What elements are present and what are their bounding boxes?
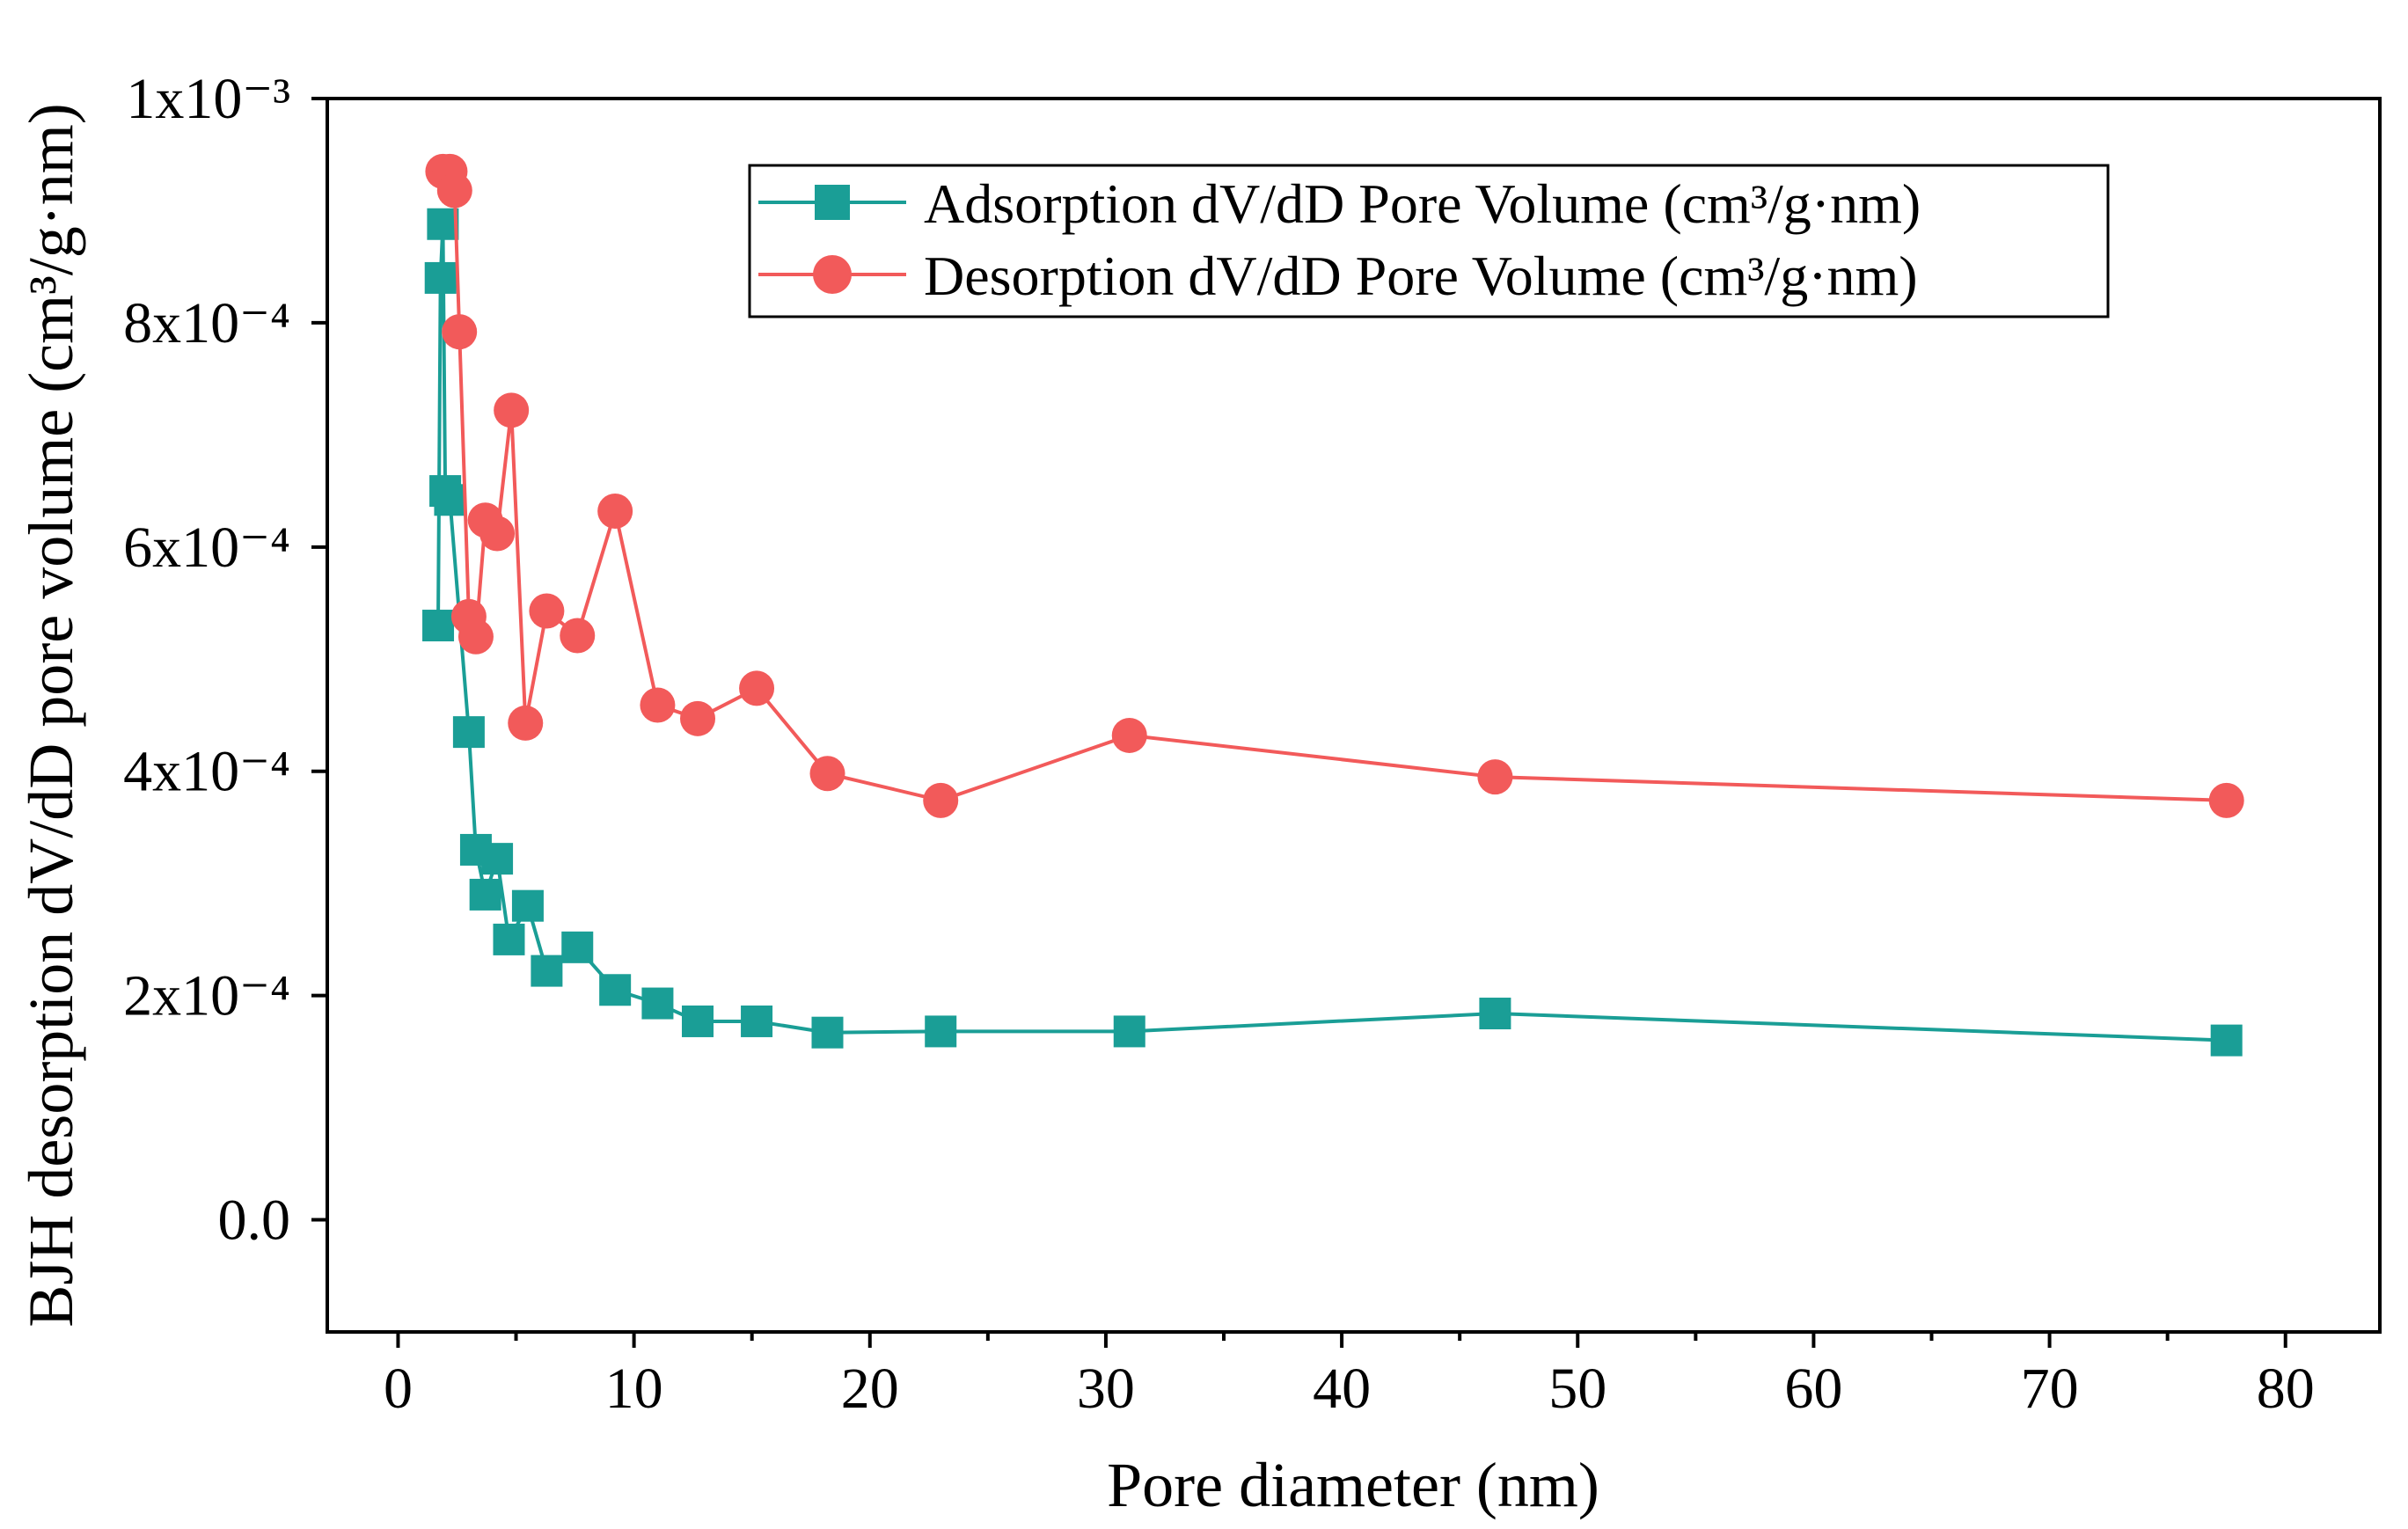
legend-marker-desorption <box>813 255 852 294</box>
data-point-desorption <box>442 314 478 350</box>
x-tick-label: 70 <box>2021 1357 2079 1421</box>
legend-marker-adsorption <box>815 185 850 220</box>
data-point-adsorption <box>1113 1015 1145 1048</box>
data-point-adsorption <box>481 843 514 875</box>
data-point-desorption <box>508 705 544 741</box>
x-tick-label: 30 <box>1077 1357 1135 1421</box>
data-point-adsorption <box>434 484 466 516</box>
y-tick-label: 2x10⁻⁴ <box>123 964 290 1028</box>
data-point-desorption <box>560 618 596 654</box>
data-point-adsorption <box>682 1005 714 1037</box>
x-axis-label: Pore diameter (nm) <box>1107 1450 1599 1520</box>
x-tick-label: 50 <box>1548 1357 1607 1421</box>
data-point-desorption <box>2208 782 2244 818</box>
data-point-desorption <box>457 618 494 655</box>
data-point-adsorption <box>641 987 674 1020</box>
x-tick-label: 60 <box>1784 1357 1842 1421</box>
data-point-desorption <box>739 670 775 706</box>
data-point-desorption <box>640 687 676 723</box>
data-point-desorption <box>597 494 633 530</box>
legend-label-adsorption: Adsorption dV/dD Pore Volume (cm³/g·nm) <box>924 172 1921 235</box>
data-point-adsorption <box>511 889 544 922</box>
y-tick-label: 0.0 <box>218 1189 291 1253</box>
series-layer <box>422 153 2244 1057</box>
x-tick-label: 80 <box>2257 1357 2315 1421</box>
y-axis-label: BJH desorption dV/dD pore volume (cm³/g·… <box>16 103 86 1327</box>
data-point-desorption <box>529 593 565 629</box>
data-point-adsorption <box>469 878 501 911</box>
data-point-desorption <box>1111 717 1147 753</box>
data-point-adsorption <box>2210 1024 2243 1057</box>
data-point-adsorption <box>599 974 632 1006</box>
data-point-desorption <box>436 172 472 208</box>
x-tick-label: 20 <box>841 1357 899 1421</box>
y-tick-label: 1x10⁻³ <box>126 67 290 131</box>
data-point-adsorption <box>424 261 457 294</box>
x-tick-label: 10 <box>605 1357 663 1421</box>
data-point-adsorption <box>452 716 485 749</box>
legend: Adsorption dV/dD Pore Volume (cm³/g·nm) … <box>748 164 2110 318</box>
data-point-desorption <box>680 700 716 736</box>
y-axis: 0.0 2x10⁻⁴ 4x10⁻⁴ 6x10⁻⁴ 8x10⁻⁴ 1x10⁻³ <box>123 67 327 1253</box>
y-tick-label: 8x10⁻⁴ <box>123 291 290 355</box>
data-point-adsorption <box>1479 998 1511 1030</box>
plot-frame <box>326 97 2382 1334</box>
data-point-desorption <box>1477 759 1513 795</box>
x-axis: 0 10 20 30 40 50 60 70 80 <box>384 1332 2315 1421</box>
data-point-desorption <box>923 782 959 818</box>
y-tick-label: 4x10⁻⁴ <box>123 740 290 804</box>
data-point-adsorption <box>493 923 525 955</box>
x-tick-label: 0 <box>384 1357 413 1421</box>
legend-box <box>748 164 2110 318</box>
data-point-adsorption <box>531 955 563 987</box>
data-point-adsorption <box>427 208 459 240</box>
data-point-adsorption <box>561 931 594 963</box>
data-point-desorption <box>809 756 845 792</box>
data-point-adsorption <box>811 1016 844 1049</box>
data-point-desorption <box>479 516 516 552</box>
y-tick-label: 6x10⁻⁴ <box>123 516 290 580</box>
x-tick-label: 40 <box>1313 1357 1371 1421</box>
legend-label-desorption: Desorption dV/dD Pore Volume (cm³/g·nm) <box>924 245 1918 307</box>
data-point-adsorption <box>741 1005 773 1037</box>
data-point-desorption <box>494 392 530 428</box>
data-point-adsorption <box>422 610 455 642</box>
data-point-adsorption <box>925 1015 957 1048</box>
